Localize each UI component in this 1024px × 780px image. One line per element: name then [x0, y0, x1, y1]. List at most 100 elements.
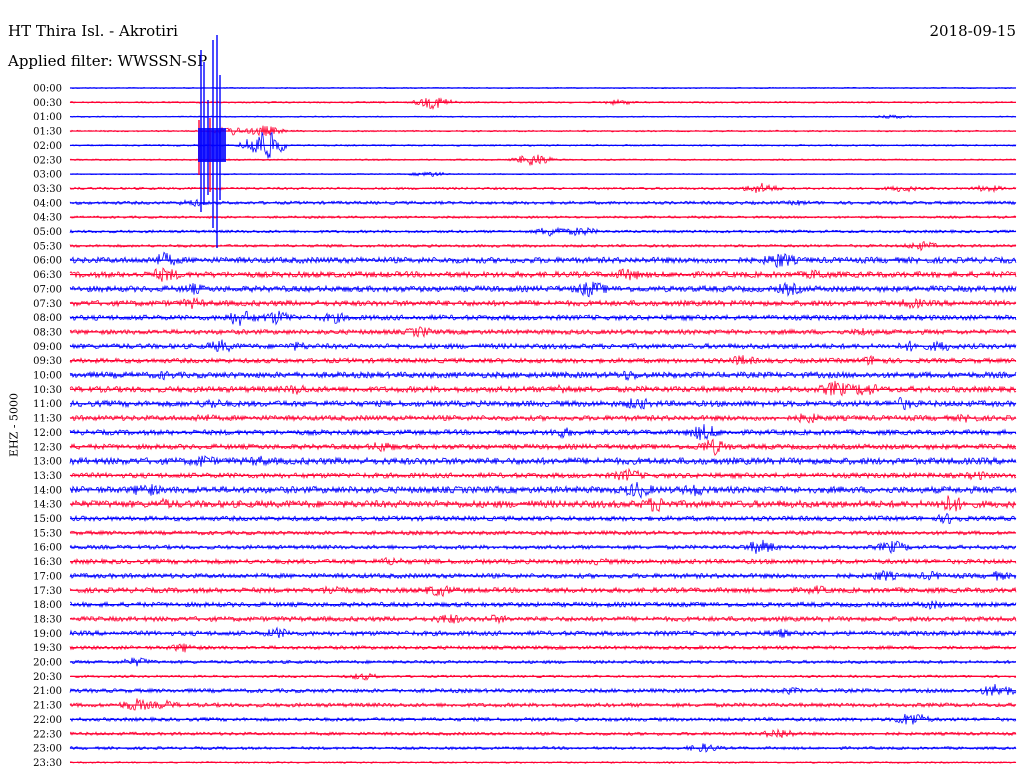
row-label: 19:30	[33, 643, 62, 654]
row-label: 02:30	[33, 155, 62, 166]
seismic-trace	[69, 626, 1017, 639]
row-label: 18:30	[33, 614, 62, 625]
row-label: 21:00	[33, 686, 62, 697]
seismic-trace	[69, 198, 1017, 207]
seismic-trace	[69, 370, 1017, 382]
row-label: 09:00	[33, 342, 62, 353]
date-label: 2018-09-15	[929, 22, 1016, 40]
row-label: 06:00	[33, 256, 62, 267]
seismic-trace	[69, 455, 1017, 467]
seismic-trace	[69, 154, 1017, 167]
row-label: 04:00	[33, 198, 62, 209]
seismic-trace	[69, 125, 1017, 137]
seismic-trace	[69, 281, 1017, 298]
seismic-trace	[69, 529, 1017, 537]
seismic-trace	[69, 240, 1017, 252]
seismic-trace	[69, 296, 1017, 310]
filter-label: Applied filter: WWSSN-SP	[8, 52, 208, 70]
row-label: 08:00	[33, 313, 62, 324]
seismic-trace	[69, 424, 1017, 441]
seismic-trace	[69, 683, 1017, 696]
earthquake-core	[198, 128, 226, 162]
row-label: 20:00	[33, 658, 62, 669]
row-label: 12:00	[33, 428, 62, 439]
row-label: 23:00	[33, 744, 62, 755]
seismic-trace	[69, 556, 1017, 566]
row-label: 05:00	[33, 227, 62, 238]
seismic-trace	[69, 131, 1017, 159]
seismic-trace	[69, 215, 1017, 220]
row-label: 17:30	[33, 586, 62, 597]
seismic-trace	[69, 728, 1017, 739]
seismic-trace	[69, 495, 1017, 513]
seismic-trace	[69, 614, 1017, 625]
seismic-trace	[69, 760, 1017, 764]
seismic-trace	[69, 438, 1017, 457]
seismic-trace	[69, 310, 1017, 326]
row-label: 15:00	[33, 514, 62, 525]
row-label: 03:30	[33, 184, 62, 195]
seismic-trace	[69, 339, 1017, 353]
seismic-trace	[69, 570, 1017, 581]
row-label: 03:00	[33, 170, 62, 181]
seismic-trace	[69, 251, 1017, 269]
row-label: 08:30	[33, 327, 62, 338]
row-label: 20:30	[33, 672, 62, 683]
row-label: 06:30	[33, 270, 62, 281]
row-label: 12:30	[33, 442, 62, 453]
row-label: 16:30	[33, 557, 62, 568]
seismic-trace	[69, 97, 1017, 110]
seismic-trace	[69, 599, 1017, 610]
seismic-trace	[69, 380, 1017, 397]
seismic-trace	[69, 643, 1017, 653]
row-label: 17:00	[33, 571, 62, 582]
row-label: 09:30	[33, 356, 62, 367]
row-label: 11:30	[33, 414, 62, 425]
row-label: 13:00	[33, 457, 62, 468]
seismic-trace	[69, 326, 1017, 339]
row-label: 02:00	[33, 141, 62, 152]
row-label: 01:30	[33, 127, 62, 138]
row-label: 11:00	[33, 399, 62, 410]
row-label: 22:30	[33, 729, 62, 740]
row-label: 14:00	[33, 485, 62, 496]
row-label: 14:30	[33, 500, 62, 511]
row-label: 07:00	[33, 284, 62, 295]
seismic-trace	[69, 182, 1017, 194]
seismic-trace	[69, 539, 1017, 555]
seismic-trace	[69, 396, 1017, 411]
row-label: 18:00	[33, 600, 62, 611]
seismic-trace	[69, 585, 1017, 598]
seismic-trace	[69, 171, 1017, 178]
seismic-trace	[69, 482, 1017, 499]
row-label: 01:00	[33, 112, 62, 123]
seismic-trace	[69, 713, 1017, 725]
seismic-trace	[69, 226, 1017, 237]
seismic-trace	[69, 354, 1017, 366]
seismic-trace	[69, 467, 1017, 481]
row-label: 07:30	[33, 299, 62, 310]
seismic-trace	[69, 698, 1017, 711]
row-label: 19:00	[33, 629, 62, 640]
seismic-trace	[69, 657, 1017, 667]
row-label: 15:30	[33, 528, 62, 539]
row-label: 21:30	[33, 701, 62, 712]
seismic-trace	[69, 267, 1017, 282]
seismic-trace	[69, 743, 1017, 753]
station-title: HT Thira Isl. - Akrotiri	[8, 22, 178, 40]
row-label: 10:30	[33, 385, 62, 396]
seismic-trace	[69, 413, 1017, 424]
seismic-trace	[69, 672, 1017, 681]
row-label: 00:00	[33, 84, 62, 95]
row-label: 04:30	[33, 213, 62, 224]
seismic-trace	[69, 86, 1017, 90]
seismic-trace	[69, 114, 1017, 119]
row-label: 22:00	[33, 715, 62, 726]
row-label: 05:30	[33, 241, 62, 252]
seismic-trace	[69, 512, 1017, 525]
row-label: 10:00	[33, 371, 62, 382]
row-label: 23:30	[33, 758, 62, 769]
row-label: 00:30	[33, 98, 62, 109]
row-label: 13:30	[33, 471, 62, 482]
